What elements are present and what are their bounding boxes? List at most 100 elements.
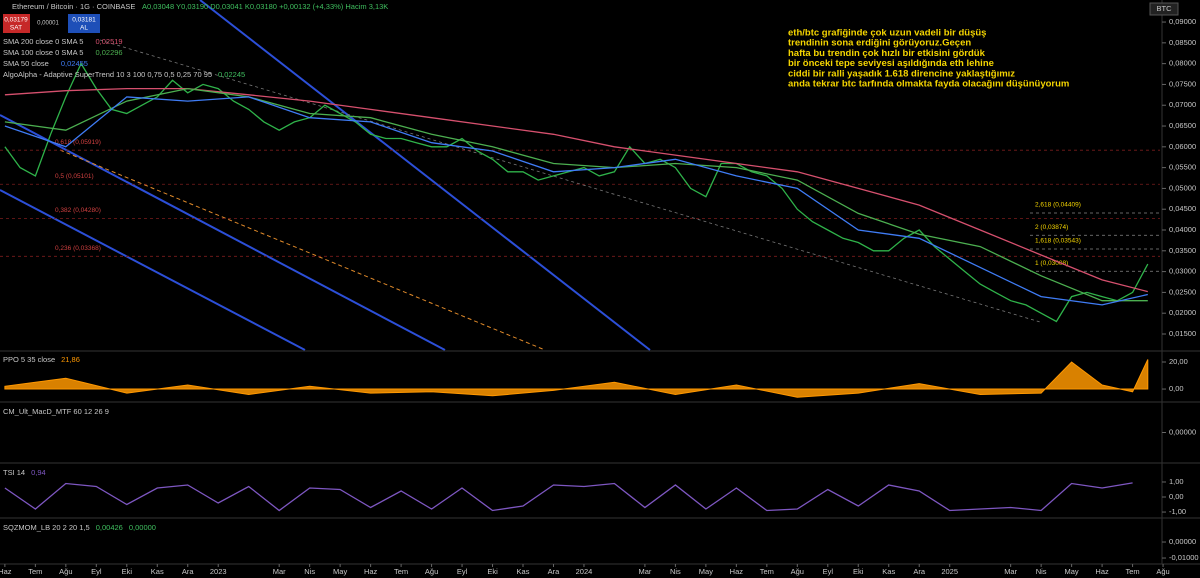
pane-separators bbox=[0, 0, 1200, 565]
pane-value: 0,00000 bbox=[129, 523, 156, 532]
pane-value: 0,00426 bbox=[96, 523, 123, 532]
series-line bbox=[4, 87, 1148, 293]
x-tick-label: Tem bbox=[760, 567, 774, 576]
legend-value: 0,02296 bbox=[95, 48, 122, 57]
x-tick-label: Mar bbox=[273, 567, 286, 576]
y-tick-label: 0,08000 bbox=[1169, 59, 1196, 68]
x-tick-label: Haz bbox=[0, 567, 12, 576]
x-tick-label: Kas bbox=[151, 567, 164, 576]
fib-label: 0,618 (0,05919) bbox=[55, 139, 101, 146]
x-tick-label: Nis bbox=[304, 567, 315, 576]
x-tick-label: Eyl bbox=[91, 567, 102, 576]
fib-label: 1 (0,03008) bbox=[1035, 260, 1068, 267]
y-tick-label: 0,06500 bbox=[1169, 121, 1196, 130]
y-tick-label: -0,01000 bbox=[1169, 553, 1199, 562]
fib-label: 2 (0,03874) bbox=[1035, 224, 1068, 231]
x-tick-label: Nis bbox=[670, 567, 681, 576]
y-tick-label: 1,00 bbox=[1169, 477, 1184, 486]
channel-line bbox=[199, 0, 651, 351]
x-tick-label: Eyl bbox=[457, 567, 468, 576]
x-tick-label: Tem bbox=[1125, 567, 1139, 576]
series-area bbox=[4, 359, 1149, 398]
fib-label: 0,5 (0,05101) bbox=[55, 173, 94, 180]
buy-label[interactable]: AL bbox=[80, 25, 88, 32]
y-tick-label: 0,07000 bbox=[1169, 100, 1196, 109]
pane-value: 21,86 bbox=[61, 355, 80, 364]
symbol: Ethereum / Bitcoin · 1G · COINBASE bbox=[12, 2, 135, 11]
x-tick-label: Eyl bbox=[823, 567, 834, 576]
y-tick-label: 0,01500 bbox=[1169, 329, 1196, 338]
channel-line bbox=[0, 114, 446, 351]
y-tick-label: 0,00 bbox=[1169, 492, 1184, 501]
y-tick-label: 0,08500 bbox=[1169, 38, 1196, 47]
ohlc: A0,03048 Y0,03190 D0,03041 K0,03180 +0,0… bbox=[142, 2, 388, 11]
y-tick-label: 0,02000 bbox=[1169, 308, 1196, 317]
x-tick-label: Mar bbox=[1004, 567, 1017, 576]
legend-name: SMA 200 close 0 SMA 5 bbox=[3, 37, 83, 46]
x-tick-label: Kas bbox=[882, 567, 895, 576]
x-tick-label: Haz bbox=[364, 567, 378, 576]
annotation-line: hafta bu trendin çok hızlı bir etkisini … bbox=[788, 48, 986, 59]
pane-value: 0,94 bbox=[31, 468, 46, 477]
currency-box[interactable] bbox=[1149, 2, 1179, 16]
y-tick-label: 0,00 bbox=[1169, 384, 1184, 393]
sell-button[interactable] bbox=[3, 14, 30, 33]
annotation-line: eth/btc grafiğinde çok uzun vadeli bir d… bbox=[788, 28, 986, 39]
x-tick-label: Haz bbox=[730, 567, 744, 576]
x-tick-label: 2025 bbox=[941, 567, 958, 576]
y-tick-label: 20,00 bbox=[1169, 357, 1188, 366]
pane-title: SQZMOM_LB 20 2 20 1,5 bbox=[3, 523, 90, 532]
x-tick-label: Nis bbox=[1036, 567, 1047, 576]
annotation-line: anda tekrar btc tarfında olmakta fayda o… bbox=[788, 79, 1069, 90]
x-tick-label: Ara bbox=[548, 567, 561, 576]
legend-value: 0,02245 bbox=[218, 70, 245, 79]
x-tick-label: Ağu bbox=[59, 567, 72, 576]
trend-line bbox=[99, 39, 1041, 323]
y-tick-label: 0,03500 bbox=[1169, 246, 1196, 255]
legend-name: SMA 100 close 0 SMA 5 bbox=[3, 48, 83, 57]
sell-label[interactable]: SAT bbox=[10, 25, 22, 32]
y-tick-label: 0,03000 bbox=[1169, 267, 1196, 276]
y-tick-label: 0,09000 bbox=[1169, 17, 1196, 26]
x-tick-label: May bbox=[1065, 567, 1079, 576]
y-tick-label: 0,00000 bbox=[1169, 537, 1196, 546]
x-tick-label: Ağu bbox=[425, 567, 438, 576]
y-tick-label: 0,05000 bbox=[1169, 183, 1196, 192]
x-tick-label: Eki bbox=[487, 567, 498, 576]
x-tick-label: Ağu bbox=[791, 567, 804, 576]
series-line bbox=[4, 96, 1148, 306]
fib-label: 0,382 (0,04280) bbox=[55, 207, 101, 214]
x-tick-label: Mar bbox=[638, 567, 651, 576]
annotation-line: ciddi bir ralli yaşadık 1.618 direncine … bbox=[788, 68, 1015, 79]
buy-button[interactable] bbox=[68, 14, 100, 33]
pane-title: CM_Ult_MacD_MTF 60 12 26 9 bbox=[3, 407, 109, 416]
pane-title: PPO 5 35 close bbox=[3, 355, 55, 364]
x-tick-label: May bbox=[333, 567, 347, 576]
currency[interactable]: BTC bbox=[1157, 4, 1173, 13]
x-tick-label: 2024 bbox=[576, 567, 593, 576]
x-tick-label: Eki bbox=[122, 567, 133, 576]
y-tick-label: -1,00 bbox=[1169, 507, 1186, 516]
pane-title: TSI 14 bbox=[3, 468, 25, 477]
y-tick-label: 0,02500 bbox=[1169, 287, 1196, 296]
y-tick-label: 0,04500 bbox=[1169, 204, 1196, 213]
legend-value: 0,02519 bbox=[95, 37, 122, 46]
legend-name: SMA 50 close bbox=[3, 59, 49, 68]
sell-price[interactable]: 0,03179 bbox=[4, 17, 28, 24]
legend-name: AlgoAlpha - Adaptive SuperTrend 10 3 100… bbox=[3, 70, 212, 79]
series-line bbox=[4, 87, 1148, 302]
x-tick-label: Eki bbox=[853, 567, 864, 576]
x-tick-label: May bbox=[699, 567, 713, 576]
buy-price[interactable]: 0,03181 bbox=[72, 17, 96, 24]
fib-label: 2,618 (0,04409) bbox=[1035, 202, 1081, 209]
x-tick-label: Tem bbox=[394, 567, 408, 576]
fib-label: 0,236 (0,03368) bbox=[55, 245, 101, 252]
x-tick-label: Ara bbox=[182, 567, 195, 576]
y-tick-label: 0,06000 bbox=[1169, 142, 1196, 151]
y-tick-label: 0,05500 bbox=[1169, 163, 1196, 172]
series-line bbox=[4, 482, 1133, 512]
x-tick-label: Ara bbox=[913, 567, 926, 576]
x-tick-label: Ağu bbox=[1156, 567, 1169, 576]
y-tick-label: 0,04000 bbox=[1169, 225, 1196, 234]
